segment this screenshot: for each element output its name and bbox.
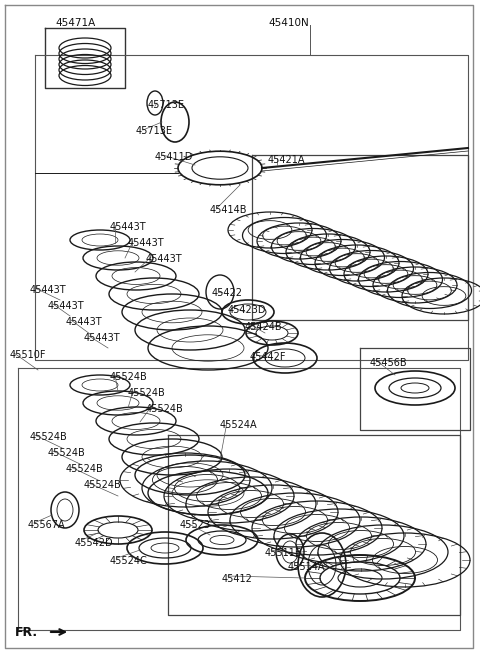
Text: 45542D: 45542D (75, 538, 114, 548)
Text: 45443T: 45443T (84, 333, 120, 343)
Text: 45713E: 45713E (136, 126, 173, 136)
Text: 45524C: 45524C (110, 556, 148, 566)
Text: 45442F: 45442F (250, 352, 287, 362)
Text: 45423D: 45423D (228, 305, 266, 315)
Text: 45414B: 45414B (210, 205, 248, 215)
Text: 45443T: 45443T (66, 317, 103, 327)
Text: 45471A: 45471A (55, 18, 95, 28)
Text: 45524B: 45524B (146, 404, 184, 414)
Text: FR.: FR. (15, 625, 38, 638)
Text: 45443T: 45443T (146, 254, 182, 264)
Text: 45524B: 45524B (128, 388, 166, 398)
Text: 45443T: 45443T (110, 222, 146, 232)
Text: 45443T: 45443T (128, 238, 165, 248)
Text: 45410N: 45410N (268, 18, 309, 28)
Text: 45514A: 45514A (288, 562, 325, 572)
Text: 45443T: 45443T (48, 301, 84, 311)
Text: 45524B: 45524B (30, 432, 68, 442)
Text: 45422: 45422 (212, 288, 243, 298)
Text: 45523: 45523 (180, 520, 211, 530)
Text: 45421A: 45421A (268, 155, 305, 165)
Text: 45412: 45412 (222, 574, 253, 584)
Text: 45524A: 45524A (220, 420, 258, 430)
Text: 45567A: 45567A (28, 520, 66, 530)
Text: 45411D: 45411D (155, 152, 193, 162)
Text: 45524B: 45524B (66, 464, 104, 474)
Text: 45524B: 45524B (84, 480, 122, 490)
Text: 45456B: 45456B (370, 358, 408, 368)
Text: 45524B: 45524B (48, 448, 86, 458)
Text: 45424B: 45424B (245, 322, 283, 332)
Text: 45713E: 45713E (148, 100, 185, 110)
Text: 45511E: 45511E (265, 548, 302, 558)
Text: 45443T: 45443T (30, 285, 67, 295)
Text: 45524B: 45524B (110, 372, 148, 382)
Text: 45510F: 45510F (10, 350, 47, 360)
